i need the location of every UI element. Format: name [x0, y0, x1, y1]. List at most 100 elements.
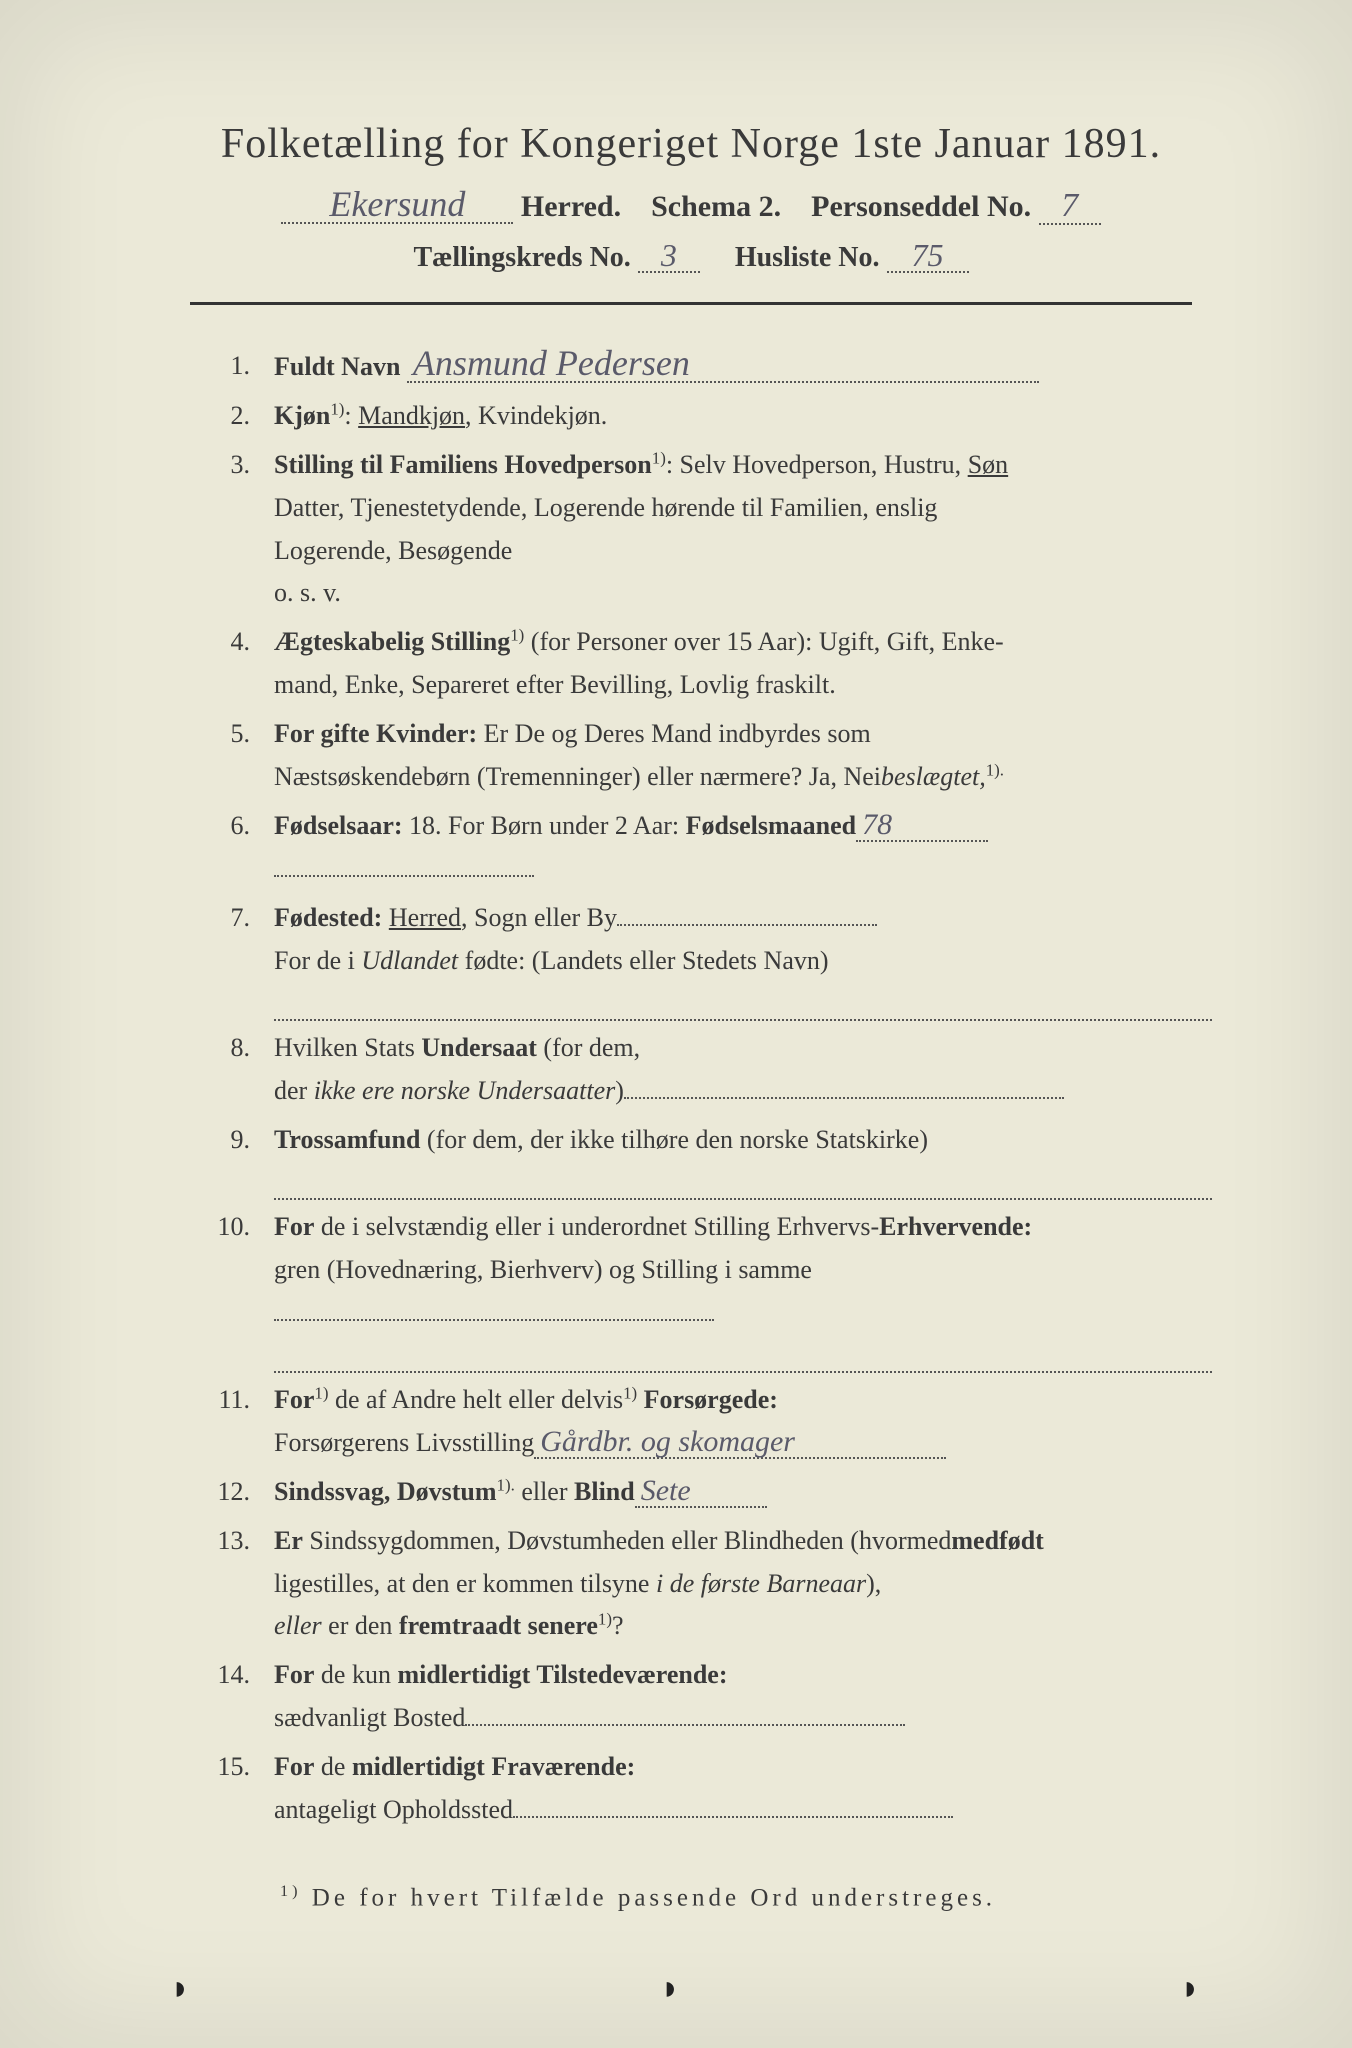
field-label: Kjøn	[274, 401, 330, 430]
field-label: For	[274, 1212, 314, 1241]
form-row: 11.For1) de af Andre helt eller delvis1)…	[190, 1379, 1212, 1465]
row-number: 12.	[190, 1471, 274, 1514]
form-title: Folketælling for Kongeriget Norge 1ste J…	[130, 120, 1252, 168]
underlined-option: Søn	[968, 450, 1008, 479]
row-body: Fuldt Navn Ansmund Pedersen	[274, 345, 1212, 389]
form-row: 12.Sindssvag, Døvstum1). eller BlindSete	[190, 1471, 1212, 1514]
kreds-label: Tællingskreds No.	[413, 242, 630, 273]
row-number: 9.	[190, 1119, 274, 1162]
field-label: Blind	[574, 1477, 635, 1506]
field-label: Trossamfund	[274, 1125, 420, 1154]
personseddel-label: Personseddel No.	[811, 190, 1031, 223]
punch-dot: ◗	[660, 1970, 681, 2008]
row-body: Kjøn1): Mandkjøn, Kvindekjøn.	[274, 395, 1212, 438]
schema-label: Schema 2.	[651, 190, 781, 223]
row-line: Forsørgerens LivsstillingGårdbr. og skom…	[274, 1422, 1212, 1465]
row-line: der ikke ere norske Undersaatter)	[274, 1070, 1212, 1113]
footnote: 1) De for hvert Tilfælde passende Ord un…	[280, 1882, 1252, 1912]
row-body: For de i selvstændig eller i underordnet…	[274, 1206, 1212, 1373]
row-line: Fødselsaar: 18. For Børn under 2 Aar: Fø…	[274, 805, 1212, 891]
husliste-no: 75	[887, 239, 969, 273]
form-row: 13.Er Sindssygdommen, Døvstumheden eller…	[190, 1520, 1212, 1649]
row-number: 15.	[190, 1746, 274, 1789]
form-subheader-1: Ekersund Herred. Schema 2. Personseddel …	[130, 186, 1252, 225]
dotted-blank-line	[274, 1162, 1212, 1200]
form-row: 2.Kjøn1): Mandkjøn, Kvindekjøn.	[190, 395, 1212, 438]
row-line: For de midlertidigt Fraværende:	[274, 1746, 1212, 1789]
field-label: midlertidigt Tilstedeværende:	[397, 1660, 727, 1689]
divider	[190, 302, 1192, 305]
row-body: Fødselsaar: 18. For Børn under 2 Aar: Fø…	[274, 805, 1212, 891]
row-number: 3.	[190, 444, 274, 487]
footnote-text: De for hvert Tilfælde passende Ord under…	[312, 1884, 996, 1911]
row-line: Sindssvag, Døvstum1). eller BlindSete	[274, 1471, 1212, 1514]
row-line: Datter, Tjenestetydende, Logerende høren…	[274, 487, 1212, 530]
row-line: Er Sindssygdommen, Døvstumheden eller Bl…	[274, 1520, 1212, 1563]
field-label: For gifte Kvinder:	[274, 719, 477, 748]
row-line: For de i Udlandet fødte: (Landets eller …	[274, 940, 1212, 983]
kreds-no: 3	[638, 239, 700, 273]
husliste-label: Husliste No.	[735, 242, 880, 273]
row-line: Logerende, Besøgende	[274, 530, 1212, 573]
form-row: 7.Fødested: Herred, Sogn eller ByFor de …	[190, 897, 1212, 1021]
row-line: Ægteskabelig Stilling1) (for Personer ov…	[274, 621, 1212, 664]
form-row: 14.For de kun midlertidigt Tilstedeværen…	[190, 1654, 1212, 1740]
row-line: Næstsøskendebørn (Tremenninger) eller næ…	[274, 756, 1212, 799]
handwritten-value: Gårdbr. og skomager	[534, 1427, 946, 1459]
field-label: Fødested:	[274, 903, 382, 932]
footnote-sup: 1)	[280, 1882, 302, 1900]
row-number: 4.	[190, 621, 274, 664]
field-label: For	[274, 1385, 314, 1414]
row-line: eller er den fremtraadt senere1)?	[274, 1605, 1212, 1648]
row-line: Fuldt Navn Ansmund Pedersen	[274, 345, 1212, 389]
row-number: 11.	[190, 1379, 274, 1422]
form-row: 5.For gifte Kvinder: Er De og Deres Mand…	[190, 713, 1212, 799]
row-body: For de midlertidigt Fraværende:antagelig…	[274, 1746, 1212, 1832]
row-line: Stilling til Familiens Hovedperson1): Se…	[274, 444, 1212, 487]
field-label: Fødselsmaaned	[686, 811, 856, 840]
row-number: 8.	[190, 1027, 274, 1070]
underlined-option: Mandkjøn	[358, 401, 465, 430]
row-number: 13.	[190, 1520, 274, 1563]
herred-handwritten: Ekersund	[281, 186, 513, 224]
row-number: 10.	[190, 1206, 274, 1249]
punch-dot: ◗	[1180, 1970, 1201, 2008]
field-label: midlertidigt Fraværende:	[352, 1752, 635, 1781]
underlined-option: Herred	[389, 903, 461, 932]
field-label: Er	[274, 1526, 303, 1555]
row-line: For gifte Kvinder: Er De og Deres Mand i…	[274, 713, 1212, 756]
field-label: Ægteskabelig Stilling	[274, 627, 510, 656]
handwritten-value: 78	[856, 810, 988, 842]
row-line: For1) de af Andre helt eller delvis1) Fo…	[274, 1379, 1212, 1422]
form-header: Folketælling for Kongeriget Norge 1ste J…	[130, 120, 1252, 274]
row-line: ligestilles, at den er kommen tilsyne i …	[274, 1563, 1212, 1606]
row-body: Stilling til Familiens Hovedperson1): Se…	[274, 444, 1212, 616]
herred-label: Herred.	[521, 190, 621, 223]
form-row: 6.Fødselsaar: 18. For Børn under 2 Aar: …	[190, 805, 1212, 891]
field-label: medfødt	[951, 1526, 1043, 1555]
dotted-blank-line	[274, 1335, 1212, 1373]
form-row: 4.Ægteskabelig Stilling1) (for Personer …	[190, 621, 1212, 707]
form-row: 3.Stilling til Familiens Hovedperson1): …	[190, 444, 1212, 616]
handwritten-value: Sete	[635, 1476, 767, 1508]
row-number: 6.	[190, 805, 274, 848]
row-line: sædvanligt Bosted	[274, 1697, 1212, 1740]
form-subheader-2: Tællingskreds No. 3 Husliste No. 75	[130, 239, 1252, 274]
personseddel-no: 7	[1039, 189, 1101, 225]
row-line: For de i selvstændig eller i underordnet…	[274, 1206, 1212, 1249]
row-line: Trossamfund (for dem, der ikke tilhøre d…	[274, 1119, 1212, 1162]
field-label: Fødselsaar:	[274, 811, 403, 840]
row-body: Ægteskabelig Stilling1) (for Personer ov…	[274, 621, 1212, 707]
row-body: Er Sindssygdommen, Døvstumheden eller Bl…	[274, 1520, 1212, 1649]
row-body: Hvilken Stats Undersaat (for dem,der ikk…	[274, 1027, 1212, 1113]
row-line: For de kun midlertidigt Tilstedeværende:	[274, 1654, 1212, 1697]
row-number: 2.	[190, 395, 274, 438]
form-row: 15.For de midlertidigt Fraværende:antage…	[190, 1746, 1212, 1832]
row-body: For de kun midlertidigt Tilstedeværende:…	[274, 1654, 1212, 1740]
row-line: Fødested: Herred, Sogn eller By	[274, 897, 1212, 940]
row-line: gren (Hovednæring, Bierhverv) og Stillin…	[274, 1249, 1212, 1335]
field-label: Sindssvag, Døvstum	[274, 1477, 497, 1506]
form-items: 1.Fuldt Navn Ansmund Pedersen2.Kjøn1): M…	[190, 345, 1212, 1832]
dotted-blank-line	[274, 982, 1212, 1020]
row-body: Trossamfund (for dem, der ikke tilhøre d…	[274, 1119, 1212, 1200]
